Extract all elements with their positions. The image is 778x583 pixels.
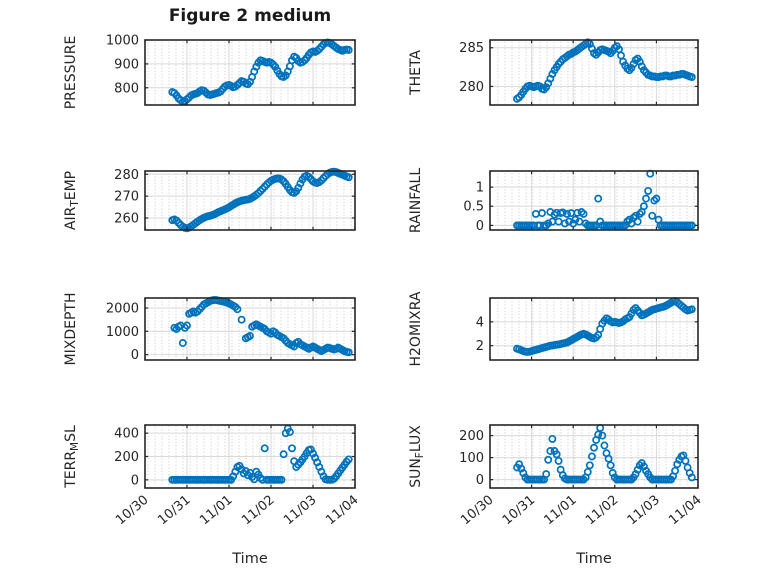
subplot-h2omixra: 2 4 H2OMIXRA (408, 291, 699, 367)
sun-flux-ytick-label: 0 (476, 473, 484, 488)
subplot-air-temp: 260 270 280 AIRTEMP (63, 167, 356, 233)
terr-msl-tick-marks (144, 425, 356, 488)
subplot-mixdepth: 0 1000 2000 MIXDEPTH (63, 293, 356, 366)
xtick-label-11-01: 11/01 (541, 493, 579, 529)
xtick-label-10-30: 10/30 (113, 493, 151, 529)
x-axis-label-right: Time (576, 551, 612, 567)
xtick-label-11-03: 11/03 (281, 493, 319, 529)
subplot-pressure: 800 900 1000 PRESSURE (63, 34, 356, 110)
mixdepth-ylabel: MIXDEPTH (63, 293, 79, 366)
subplot-terr-msl: 0 200 400 TERRMSL 10/30 10/31 11/01 11/02 11/03 1… (63, 424, 362, 529)
xtick-label-11-02: 11/02 (583, 493, 621, 529)
theta-ytick-label: 285 (459, 41, 484, 56)
mixdepth-tick-marks (144, 298, 356, 360)
mixdepth-ytick-label: 1000 (106, 325, 139, 340)
xtick-label-10-31: 10/31 (500, 493, 538, 529)
rainfall-ytick-label: 1 (476, 181, 484, 196)
air-temp-ytick-label: 270 (114, 190, 139, 205)
theta-ytick-label: 280 (459, 80, 484, 95)
mixdepth-scatter-points (170, 295, 353, 357)
terr-msl-ytick-label: 0 (131, 473, 139, 488)
rainfall-ytick-label: 0.5 (463, 200, 484, 215)
pressure-ytick-label: 800 (114, 81, 139, 96)
terr-msl-ylabel: TERRMSL (63, 425, 81, 489)
xtick-label-11-02: 11/02 (239, 493, 277, 529)
terr-msl-ytick-label: 200 (114, 450, 139, 465)
xtick-label-10-31: 10/31 (155, 493, 193, 529)
rainfall-ylabel: RAINFALL (408, 168, 424, 233)
xtick-label-10-30: 10/30 (458, 493, 496, 529)
air-temp-ytick-label: 280 (114, 168, 139, 183)
h2omixra-tick-marks (489, 298, 699, 360)
mixdepth-ytick-label: 0 (131, 348, 139, 363)
sun-flux-ytick-label: 100 (459, 451, 484, 466)
mixdepth-ytick-label: 2000 (106, 302, 139, 317)
pressure-ytick-label: 900 (114, 57, 139, 72)
terr-msl-ytick-label: 400 (114, 427, 139, 442)
theta-tick-marks (489, 40, 699, 105)
h2omixra-ytick-label: 2 (476, 339, 484, 354)
sun-flux-tick-marks (489, 425, 699, 488)
sun-flux-ytick-label: 200 (459, 429, 484, 444)
theta-scatter-points (513, 38, 696, 103)
sun-flux-scatter-points (513, 423, 696, 484)
xtick-label-11-03: 11/03 (625, 493, 663, 529)
x-axis-label-left: Time (232, 551, 268, 567)
air-temp-tick-marks (144, 171, 356, 230)
subplot-sun-flux: 0 100 200 SUNFLUX 10/30 10/31 11/01 11/02 11/03 1… (408, 423, 705, 529)
xtick-label-11-04: 11/04 (666, 493, 704, 529)
h2omixra-scatter-points (513, 297, 696, 356)
sun-flux-ylabel: SUNFLUX (408, 425, 426, 488)
rainfall-ytick-label: 0 (476, 219, 484, 234)
rainfall-tick-marks (489, 171, 699, 230)
theta-ylabel: THETA (408, 50, 424, 96)
rainfall-scatter-points (513, 169, 696, 230)
pressure-scatter-points (168, 38, 353, 106)
pressure-tick-marks (144, 39, 356, 105)
figure-title: Figure 2 medium (168, 6, 332, 26)
subplot-theta: 280 285 THETA (408, 38, 699, 106)
pressure-ylabel: PRESSURE (63, 36, 79, 110)
air-temp-ylabel: AIRTEMP (63, 171, 81, 230)
subplot-rainfall: 0 0.5 1 RAINFALL (408, 168, 699, 234)
xtick-label-11-01: 11/01 (197, 493, 235, 529)
h2omixra-ytick-label: 4 (476, 315, 484, 330)
air-temp-ytick-label: 260 (114, 211, 139, 226)
terr-msl-scatter-points (168, 424, 353, 484)
h2omixra-ylabel: H2OMIXRA (408, 291, 424, 366)
pressure-ytick-label: 1000 (106, 34, 139, 49)
xtick-label-11-04: 11/04 (323, 493, 361, 529)
air-temp-scatter-points (168, 167, 353, 233)
